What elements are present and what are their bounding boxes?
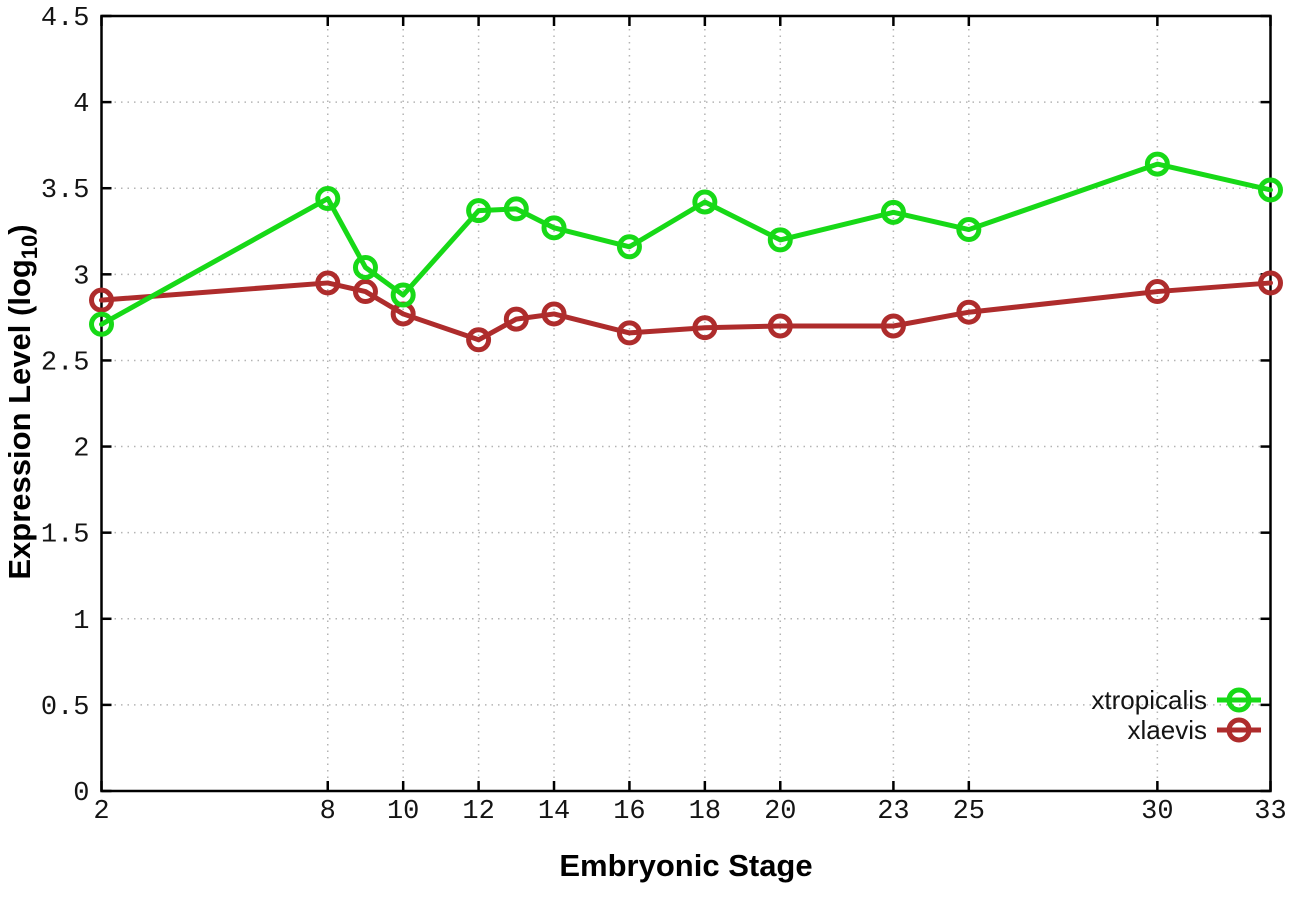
data-point-xtropicalis	[352, 254, 378, 280]
data-point-xlaevis	[541, 301, 567, 327]
data-point-xlaevis	[880, 313, 906, 339]
y-tick-label: 4.5	[41, 4, 90, 34]
x-tick-label: 10	[387, 797, 419, 827]
series-line-xlaevis	[99, 280, 1273, 343]
x-tick-label: 25	[953, 797, 985, 827]
legend-item-xtropicalis: xtropicalis	[1091, 685, 1262, 715]
y-tick-label: 1.5	[41, 521, 90, 551]
legend-marker-xtropicalis-icon	[1216, 685, 1262, 715]
legend-label-xlaevis: xlaevis	[1127, 715, 1207, 745]
data-point-xtropicalis	[503, 196, 529, 222]
y-tick-label: 2	[73, 435, 89, 465]
data-point-xtropicalis	[692, 189, 718, 215]
x-tick-label: 20	[764, 797, 796, 827]
y-tick-label: 1	[73, 607, 89, 637]
legend: xtropicalis xlaevis	[1091, 685, 1262, 745]
data-point-xlaevis	[352, 279, 378, 305]
data-point-xtropicalis	[616, 234, 642, 260]
data-point-xlaevis	[956, 299, 982, 325]
data-point-xtropicalis	[315, 186, 341, 212]
data-point-xtropicalis	[1144, 151, 1170, 177]
legend-marker-xlaevis-icon	[1216, 715, 1262, 745]
x-axis-title: Embryonic Stage	[559, 848, 812, 883]
plot-border	[100, 14, 1272, 793]
y-tick-label: 3	[73, 262, 89, 292]
data-point-xlaevis	[466, 327, 492, 353]
x-tick-label: 2	[93, 797, 109, 827]
y-axis-title: Expression Level (log10)	[2, 224, 42, 579]
data-point-xtropicalis	[390, 282, 416, 308]
data-point-xlaevis	[1258, 270, 1283, 296]
x-tick-label: 33	[1254, 797, 1286, 827]
legend-label-xtropicalis: xtropicalis	[1091, 685, 1207, 715]
data-point-xlaevis	[503, 306, 529, 332]
y-tick-label: 4	[73, 90, 89, 120]
data-point-xlaevis	[616, 320, 642, 346]
data-point-xtropicalis	[1258, 177, 1283, 203]
data-point-xtropicalis	[89, 311, 114, 337]
x-tick-label: 12	[462, 797, 494, 827]
data-point-xtropicalis	[956, 217, 982, 243]
data-point-xlaevis	[1144, 279, 1170, 305]
data-point-xlaevis	[767, 313, 793, 339]
x-tick-label: 16	[613, 797, 645, 827]
y-tick-label: 3.5	[41, 176, 90, 206]
data-point-xtropicalis	[466, 198, 492, 224]
x-tick-label: 30	[1141, 797, 1173, 827]
x-tick-label: 18	[689, 797, 721, 827]
data-point-xtropicalis	[767, 227, 793, 253]
x-tick-label: 23	[877, 797, 909, 827]
data-point-xtropicalis	[880, 199, 906, 225]
y-tick-label: 0.5	[41, 693, 90, 723]
legend-item-xlaevis: xlaevis	[1091, 715, 1262, 745]
data-point-xtropicalis	[541, 215, 567, 241]
data-point-xlaevis	[89, 287, 114, 313]
data-point-xlaevis	[692, 315, 718, 341]
y-tick-label: 2.5	[41, 348, 90, 378]
x-tick-label: 14	[538, 797, 570, 827]
y-tick-label: 0	[73, 779, 89, 809]
data-point-xlaevis	[315, 270, 341, 296]
x-tick-label: 8	[320, 797, 336, 827]
